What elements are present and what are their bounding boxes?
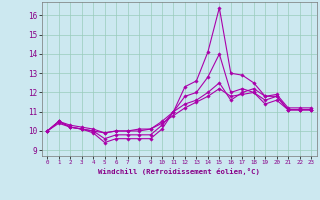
X-axis label: Windchill (Refroidissement éolien,°C): Windchill (Refroidissement éolien,°C) (98, 168, 260, 175)
